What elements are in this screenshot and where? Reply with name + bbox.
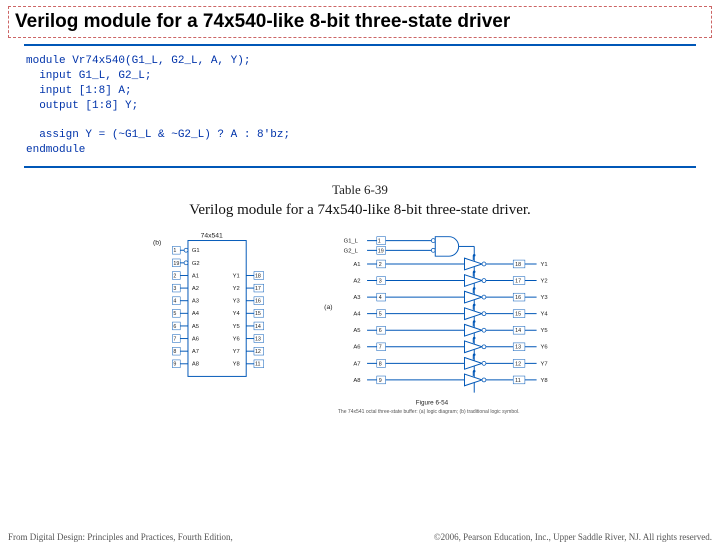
top-rule [24,44,696,46]
svg-text:9: 9 [173,362,176,368]
svg-text:Y6: Y6 [233,336,240,342]
code-line: assign Y = (~G1_L & ~G2_L) ? A : 8'bz; [26,129,290,141]
svg-text:Figure 6-54: Figure 6-54 [416,399,449,406]
svg-text:Y1: Y1 [233,273,240,279]
svg-text:19: 19 [378,248,384,254]
svg-text:A6: A6 [192,336,199,342]
svg-text:1: 1 [378,238,381,244]
bottom-rule [24,166,696,168]
svg-text:11: 11 [255,362,261,368]
svg-text:Y5: Y5 [540,328,547,334]
footer-left: From Digital Design: Principles and Prac… [8,532,233,542]
svg-text:6: 6 [173,324,176,330]
svg-text:18: 18 [255,273,261,279]
svg-text:Y4: Y4 [233,311,241,317]
svg-text:A8: A8 [353,378,360,384]
verilog-code: module Vr74x540(G1_L, G2_L, A, Y); input… [24,48,696,164]
svg-text:8: 8 [173,349,176,355]
svg-text:17: 17 [515,278,521,284]
svg-text:G1: G1 [192,248,200,254]
svg-text:16: 16 [515,295,521,301]
svg-text:Y7: Y7 [540,361,547,367]
footer-right: ©2006, Pearson Education, Inc., Upper Sa… [434,532,712,542]
svg-text:A5: A5 [192,324,199,330]
svg-text:Y2: Y2 [233,286,240,292]
svg-text:A1: A1 [192,273,199,279]
svg-text:Y2: Y2 [540,278,547,284]
svg-text:G2_L: G2_L [344,248,359,254]
svg-text:12: 12 [255,349,261,355]
svg-text:14: 14 [515,328,521,334]
svg-text:18: 18 [515,262,521,268]
svg-text:The 74x541 octal three-state b: The 74x541 octal three-state buffer: (a)… [338,409,520,415]
svg-text:Y1: Y1 [540,262,547,268]
svg-text:3: 3 [379,278,382,284]
code-line: input G1_L, G2_L; [26,70,151,82]
slide-title: Verilog module for a 74x540-like 8-bit t… [15,11,705,33]
svg-text:A7: A7 [353,361,360,367]
svg-text:Y4: Y4 [540,312,548,318]
svg-text:Y3: Y3 [233,299,240,305]
code-line: endmodule [26,144,85,156]
svg-text:A5: A5 [353,328,360,334]
svg-text:13: 13 [515,345,521,351]
svg-text:4: 4 [173,299,176,305]
svg-text:A3: A3 [192,299,199,305]
code-line: module Vr74x540(G1_L, G2_L, A, Y); [26,55,250,67]
svg-text:A4: A4 [353,312,361,318]
svg-text:A7: A7 [192,349,199,355]
diagrams-row: 74x541(b)1G119G22A13A24A35A46A57A68A79A8… [0,225,720,415]
svg-text:(b): (b) [153,239,161,246]
svg-text:6: 6 [379,328,382,334]
svg-text:A6: A6 [353,345,360,351]
svg-text:13: 13 [255,336,261,342]
slide-title-box: Verilog module for a 74x540-like 8-bit t… [8,6,712,38]
svg-text:A1: A1 [353,262,360,268]
svg-text:9: 9 [379,378,382,384]
svg-text:4: 4 [379,295,382,301]
svg-text:G1_L: G1_L [344,238,359,244]
svg-text:A3: A3 [353,295,360,301]
svg-text:19: 19 [173,261,179,267]
svg-text:17: 17 [255,286,261,292]
svg-text:G2: G2 [192,261,200,267]
svg-text:5: 5 [379,312,382,318]
svg-text:2: 2 [173,273,176,279]
svg-text:(a): (a) [324,304,332,311]
svg-text:14: 14 [255,324,261,330]
table-subcaption: Verilog module for a 74x540-like 8-bit t… [0,202,720,219]
svg-text:7: 7 [173,336,176,342]
footer: From Digital Design: Principles and Prac… [8,532,712,542]
code-line: input [1:8] A; [26,85,132,97]
svg-text:1: 1 [173,248,176,254]
logic-diagram-a: (a) G1_L 1 G2_L 19 A1 2 18 Y1 A2 3 17 Y2 A3 4 16 Y3 A4 5 15… [315,225,575,415]
svg-text:8: 8 [379,361,382,367]
svg-text:Y3: Y3 [540,295,547,301]
svg-text:7: 7 [379,345,382,351]
code-line: output [1:8] Y; [26,100,138,112]
svg-text:3: 3 [173,286,176,292]
svg-text:Y6: Y6 [540,345,547,351]
svg-text:Y7: Y7 [233,349,240,355]
table-caption: Table 6-39 [0,182,720,198]
svg-text:12: 12 [515,361,521,367]
svg-text:15: 15 [255,311,261,317]
svg-text:Y8: Y8 [540,378,547,384]
svg-text:16: 16 [255,299,261,305]
svg-text:Y5: Y5 [233,324,240,330]
svg-text:A4: A4 [192,311,200,317]
code-block-region: module Vr74x540(G1_L, G2_L, A, Y); input… [24,44,696,168]
svg-text:A8: A8 [192,362,199,368]
logic-symbol-b: 74x541 (b) 1 G1 19 G2 2 A1 3 A2 4 A3 5 A4 6 A5 7 A6 8 A7 9 A8… [145,225,295,390]
svg-text:Y8: Y8 [233,362,240,368]
svg-text:74x541: 74x541 [201,233,223,240]
svg-text:2: 2 [379,262,382,268]
svg-text:A2: A2 [353,278,360,284]
svg-text:5: 5 [173,311,176,317]
svg-text:11: 11 [515,378,521,384]
svg-text:15: 15 [515,312,521,318]
svg-text:A2: A2 [192,286,199,292]
